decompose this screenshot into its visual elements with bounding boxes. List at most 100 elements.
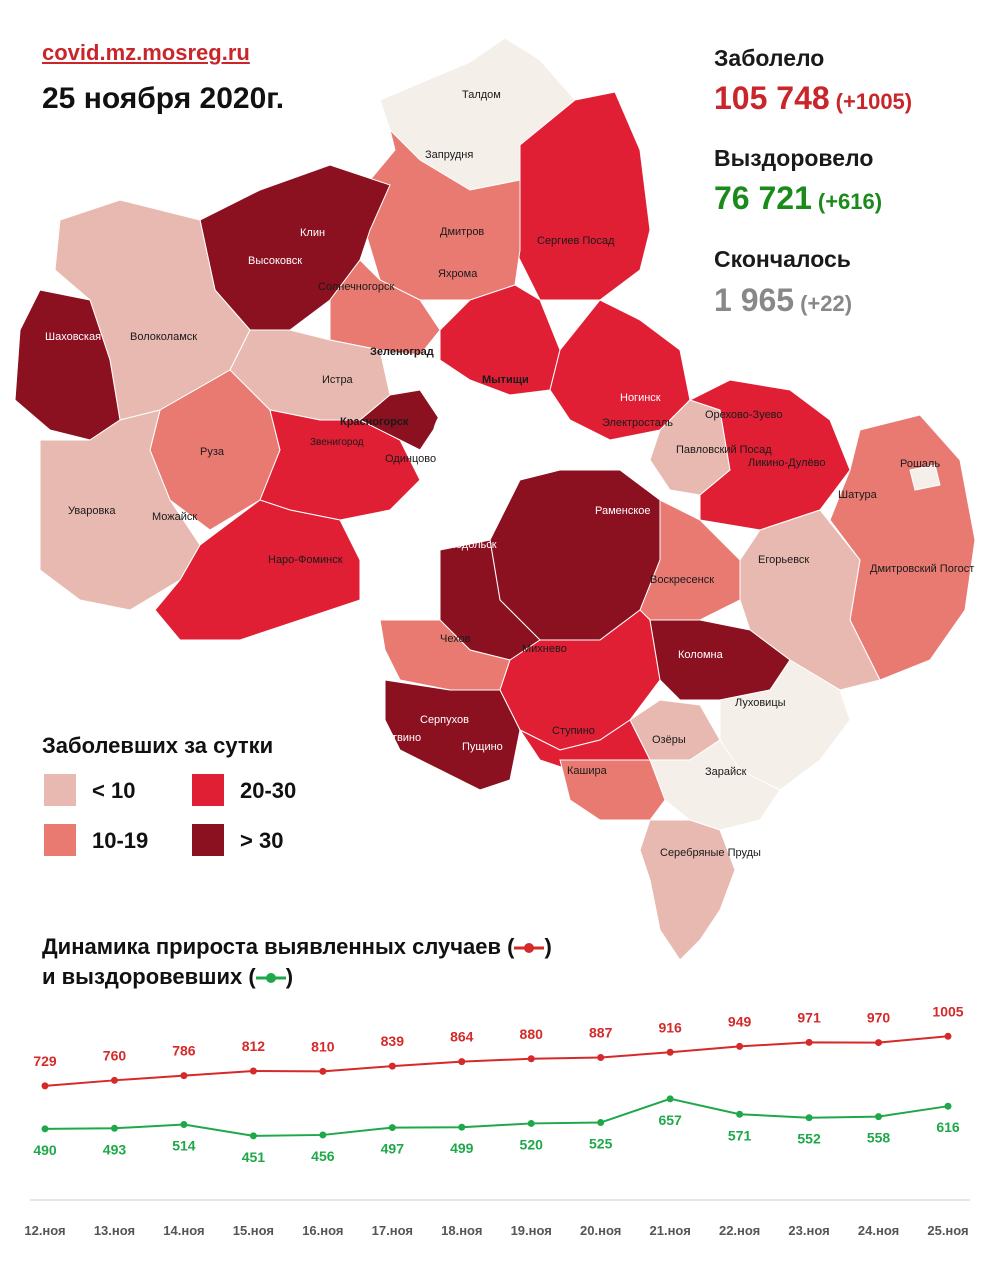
map-label-egoryevsk: Егорьевск bbox=[758, 554, 809, 566]
infected-value: 105 748 bbox=[714, 80, 830, 116]
map-label-vysokovsk: Высоковск bbox=[248, 255, 302, 267]
source-link[interactable]: covid.mz.mosreg.ru bbox=[42, 40, 250, 65]
x-tick-label: 20.ноя bbox=[580, 1223, 621, 1238]
map-label-serebryanye-prudy: Серебряные Пруды bbox=[660, 847, 761, 859]
recovered-data-label: 451 bbox=[242, 1149, 266, 1165]
recovered-data-label: 571 bbox=[728, 1127, 752, 1143]
deaths-delta: (+22) bbox=[800, 291, 853, 316]
map-label-kashira: Кашира bbox=[567, 765, 608, 777]
cases-point bbox=[458, 1058, 466, 1066]
map-label-orekhovo-zuevo: Орехово-Зуево bbox=[705, 409, 783, 421]
recovered-data-label: 525 bbox=[589, 1136, 613, 1152]
map-label-istra: Истра bbox=[322, 374, 354, 386]
cases-data-label: 916 bbox=[658, 1019, 682, 1035]
deaths-label: Скончалось bbox=[714, 246, 851, 272]
recovered-point bbox=[527, 1119, 535, 1127]
cases-point bbox=[736, 1042, 744, 1050]
recovered-point bbox=[805, 1114, 813, 1122]
cases-data-label: 729 bbox=[33, 1053, 57, 1069]
cases-point bbox=[666, 1048, 674, 1056]
map-label-elektrostal: Электросталь bbox=[602, 417, 673, 429]
recovered-line bbox=[44, 1097, 949, 1137]
map-label-shakhovskaya: Шаховская bbox=[45, 331, 101, 343]
legend-label-lt10: < 10 bbox=[92, 778, 136, 803]
cases-point bbox=[875, 1039, 883, 1047]
recovered-point bbox=[319, 1131, 327, 1139]
district-naro-fominsk bbox=[154, 499, 361, 641]
cases-data-label: 880 bbox=[520, 1026, 544, 1042]
map-label-ozyory: Озёры bbox=[652, 734, 686, 746]
map-label-podolsk: Подольск bbox=[448, 539, 497, 551]
x-tick-label: 23.ноя bbox=[788, 1223, 829, 1238]
recovered-point bbox=[41, 1125, 49, 1133]
recovered-point bbox=[110, 1124, 118, 1132]
map-label-serpukhov: Серпухов bbox=[420, 714, 469, 726]
dynamics-title-line1: Динамика прироста выявленных случаев () bbox=[42, 932, 552, 962]
map-label-uvarovka: Уваровка bbox=[68, 505, 116, 517]
cases-point bbox=[805, 1038, 813, 1046]
cases-point bbox=[527, 1055, 535, 1063]
recovered-data-label: 499 bbox=[450, 1140, 474, 1156]
map-label-klin: Клин bbox=[300, 227, 325, 239]
legend-label-gt30: > 30 bbox=[240, 828, 284, 853]
cases-data-label: 864 bbox=[450, 1029, 474, 1045]
moscow-city-hole bbox=[432, 392, 532, 488]
x-tick-label: 19.ноя bbox=[511, 1223, 552, 1238]
map-label-chekhov: Чехов bbox=[440, 633, 471, 645]
cases-data-label: 1005 bbox=[932, 1003, 963, 1019]
x-tick-label: 16.ноя bbox=[302, 1223, 343, 1238]
cases-line bbox=[44, 1035, 949, 1087]
recovered-data-label: 497 bbox=[381, 1141, 405, 1157]
legend-title: Заболевших за сутки bbox=[42, 733, 274, 758]
x-tick-label: 18.ноя bbox=[441, 1223, 482, 1238]
map-label-mozhaysk: Можайск bbox=[152, 511, 197, 523]
map-label-naro-fominsk: Наро-Фоминск bbox=[268, 554, 343, 566]
map-label-zvenigorod: Звенигород bbox=[310, 437, 364, 448]
cases-data-label: 949 bbox=[728, 1013, 752, 1029]
map-label-roshal: Рошаль bbox=[900, 458, 940, 470]
map-label-dmitrovsky-pogost: Дмитровский Погост bbox=[870, 563, 974, 575]
dynamics-title-text2: и выздоровевших ( bbox=[42, 964, 256, 989]
district-uvarovka bbox=[39, 409, 201, 611]
map-label-kolomna: Коломна bbox=[678, 649, 724, 661]
recovered-point bbox=[388, 1124, 396, 1132]
dynamics-title: Динамика прироста выявленных случаев () … bbox=[42, 932, 552, 992]
x-tick-label: 15.ноя bbox=[233, 1223, 274, 1238]
cases-point bbox=[597, 1053, 605, 1061]
x-tick-label: 12.ноя bbox=[24, 1223, 65, 1238]
recovered-point bbox=[249, 1132, 257, 1140]
recovered-data-label: 493 bbox=[103, 1141, 127, 1157]
cases-data-label: 839 bbox=[381, 1033, 405, 1049]
recovered-data-label: 657 bbox=[658, 1112, 682, 1128]
district-serpukhov bbox=[384, 679, 521, 791]
map-label-odintsovo: Одинцово bbox=[385, 453, 436, 465]
cases-data-label: 810 bbox=[311, 1038, 335, 1054]
map-label-likino-dulevo: Ликино-Дулёво bbox=[748, 457, 826, 469]
legend-swatch-gt30 bbox=[192, 824, 224, 856]
map-label-protvino: Протвино bbox=[372, 732, 421, 744]
map-label-stupino: Ступино bbox=[552, 725, 595, 737]
infected-delta: (+1005) bbox=[835, 89, 913, 114]
map-label-noginsk: Ногинск bbox=[620, 392, 661, 404]
map-label-zaraysk: Зарайск bbox=[705, 766, 747, 778]
map-label-yakhroma: Яхрома bbox=[438, 268, 478, 280]
legend-swatch-10-19 bbox=[44, 824, 76, 856]
cases-data-label: 887 bbox=[589, 1024, 613, 1040]
cases-data-label: 812 bbox=[242, 1038, 266, 1054]
recovered-data-label: 490 bbox=[33, 1142, 57, 1158]
recovered-point bbox=[180, 1121, 188, 1129]
recovered-data-label: 520 bbox=[520, 1136, 544, 1152]
recovered-delta: (+616) bbox=[817, 189, 883, 214]
recovered-value-row: 76 721 (+616) bbox=[714, 180, 882, 217]
district-zaraysk bbox=[649, 739, 781, 831]
map-label-lukhovitsy: Луховицы bbox=[735, 697, 786, 709]
map-label-mytishchi: Мытищи bbox=[482, 374, 529, 386]
recovered-data-label: 616 bbox=[936, 1119, 960, 1135]
recovered-point bbox=[944, 1102, 952, 1110]
map-label-voskresensk: Воскресенск bbox=[650, 574, 714, 586]
recovered-data-label: 514 bbox=[172, 1138, 196, 1154]
cases-point bbox=[319, 1067, 327, 1075]
dynamics-title-close1: ) bbox=[544, 934, 552, 959]
legend-label-10-19: 10-19 bbox=[92, 828, 149, 853]
cases-data-label: 786 bbox=[172, 1043, 196, 1059]
